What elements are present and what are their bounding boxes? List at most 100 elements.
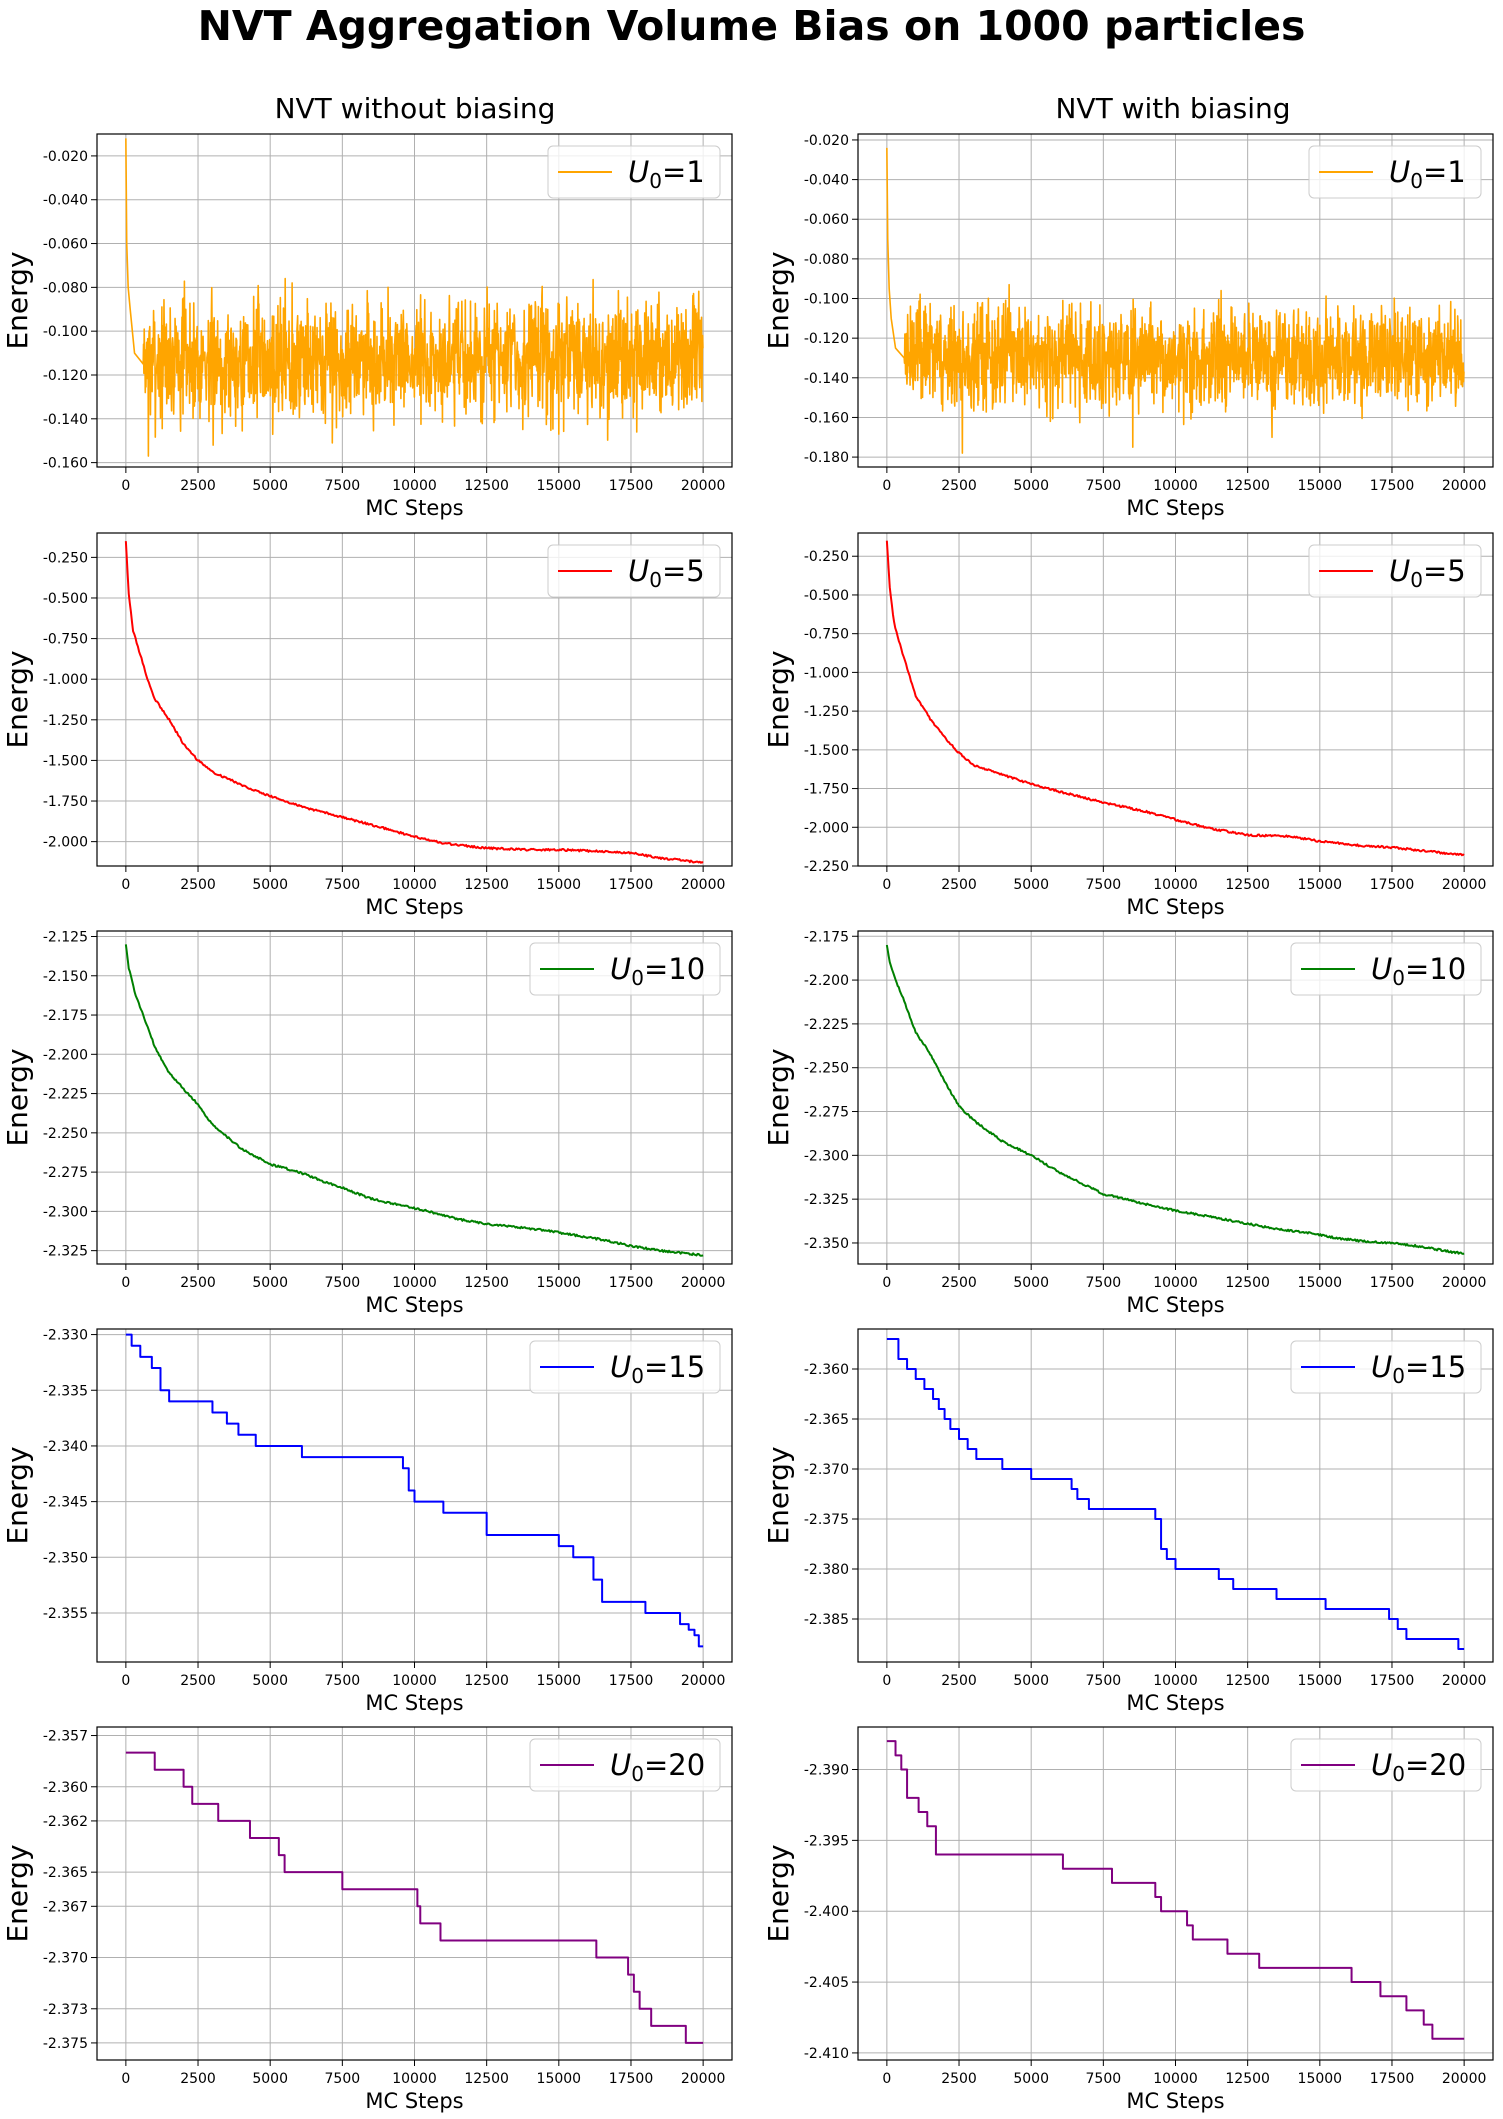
x-axis-label: MC Steps (365, 1691, 463, 1715)
x-tick-label: 2500 (180, 478, 216, 494)
y-tick-label: -2.275 (804, 1105, 849, 1121)
y-tick-label: -2.410 (804, 2046, 849, 2062)
y-tick-label: -0.500 (804, 588, 849, 604)
series-line (886, 1338, 1465, 1650)
x-axis-label: MC Steps (1126, 895, 1224, 919)
y-axis-label: Energy (1, 251, 34, 349)
x-tick-label: 0 (121, 877, 130, 893)
x-tick-label: 10000 (1153, 2071, 1198, 2087)
y-tick-label: -1.750 (43, 794, 88, 810)
x-tick-label: 2500 (180, 877, 216, 893)
legend: U0=10 (1290, 942, 1482, 996)
x-tick-label: 15000 (1298, 1275, 1343, 1291)
x-tick-label: 7500 (325, 2071, 361, 2087)
x-tick-label: 15000 (537, 877, 582, 893)
x-tick-label: 20000 (1442, 877, 1487, 893)
legend: U0=20 (1290, 1738, 1482, 1792)
y-tick-label: -2.175 (43, 1008, 88, 1024)
series-line (885, 540, 1465, 857)
series-line (124, 541, 704, 864)
x-tick-label: 7500 (1086, 2071, 1122, 2087)
y-tick-label: -1.250 (804, 704, 849, 720)
y-tick-label: -2.250 (43, 1126, 88, 1142)
legend-label: U0=20 (1371, 1748, 1466, 1786)
x-tick-label: 10000 (392, 877, 437, 893)
series-line (886, 147, 1465, 454)
legend-box (547, 544, 721, 598)
x-tick-label: 17500 (609, 1673, 654, 1689)
legend-box (529, 1738, 721, 1792)
x-tick-label: 5000 (252, 1673, 288, 1689)
x-tick-label: 5000 (252, 1275, 288, 1291)
x-tick-label: 15000 (1298, 2071, 1343, 2087)
x-tick-label: 12500 (1225, 877, 1270, 893)
x-tick-label: 12500 (464, 478, 509, 494)
legend-label: U0=10 (610, 952, 705, 990)
x-tick-label: 20000 (681, 1275, 726, 1291)
y-tick-label: -2.275 (43, 1165, 88, 1181)
legend-label: U0=1 (628, 155, 705, 193)
y-tick-label: -2.225 (804, 1017, 849, 1033)
legend: U0=1 (547, 145, 721, 199)
x-tick-label: 20000 (1442, 478, 1487, 494)
y-axis-label: Energy (1, 650, 34, 748)
subplot-row2-right: 0 2500 5000 7500 10000 12500 15000 17500 20000 -2… (762, 532, 1494, 919)
x-tick-label: 7500 (1086, 1275, 1122, 1291)
series-line (125, 1751, 704, 2044)
x-axis-label: MC Steps (365, 1293, 463, 1317)
subplot-row3-right: 0 2500 5000 7500 10000 12500 15000 17500 20000 -2… (762, 929, 1494, 1317)
y-tick-label: -2.362 (43, 1814, 88, 1830)
legend-box (1290, 942, 1482, 996)
y-tick-label: -0.020 (804, 133, 849, 149)
x-tick-label: 7500 (1086, 478, 1122, 494)
y-tick-label: -2.357 (43, 1729, 88, 1745)
y-tick-label: -0.020 (43, 149, 88, 165)
y-tick-label: -2.375 (804, 1512, 849, 1528)
x-tick-label: 17500 (1370, 877, 1415, 893)
x-tick-label: 7500 (325, 478, 361, 494)
y-tick-label: -0.040 (43, 193, 88, 209)
y-tick-label: -2.400 (804, 1904, 849, 1920)
x-tick-label: 10000 (1153, 478, 1198, 494)
x-tick-label: 5000 (252, 877, 288, 893)
x-tick-label: 7500 (325, 1673, 361, 1689)
x-axis-label: MC Steps (1126, 2089, 1224, 2113)
y-tick-label: -0.080 (43, 280, 88, 296)
y-tick-label: -2.350 (43, 1550, 88, 1566)
subplot-row1-left: 0 2500 5000 7500 10000 12500 15000 17500 20000 -0… (1, 133, 733, 520)
x-tick-label: 20000 (681, 1673, 726, 1689)
x-tick-label: 2500 (941, 2071, 977, 2087)
y-tick-label: -2.335 (43, 1383, 88, 1399)
y-tick-label: -2.390 (804, 1763, 849, 1779)
x-tick-label: 10000 (1153, 877, 1198, 893)
y-tick-label: -2.325 (43, 1244, 88, 1260)
y-tick-label: -0.750 (804, 627, 849, 643)
legend: U0=15 (529, 1340, 721, 1394)
y-tick-label: -2.345 (43, 1495, 88, 1511)
x-tick-label: 20000 (681, 478, 726, 494)
y-tick-label: -2.000 (43, 835, 88, 851)
x-tick-label: 5000 (1013, 877, 1049, 893)
x-tick-label: 12500 (464, 1673, 509, 1689)
legend: U0=5 (1308, 544, 1482, 598)
x-tick-label: 20000 (1442, 2071, 1487, 2087)
x-tick-label: 17500 (609, 877, 654, 893)
y-tick-label: -2.385 (804, 1612, 849, 1628)
x-tick-label: 5000 (1013, 2071, 1049, 2087)
y-tick-label: -2.300 (804, 1148, 849, 1164)
x-tick-label: 20000 (1442, 1275, 1487, 1291)
y-tick-label: -1.250 (43, 713, 88, 729)
x-tick-label: 2500 (180, 1275, 216, 1291)
x-tick-label: 0 (882, 2071, 891, 2087)
x-tick-label: 15000 (537, 2071, 582, 2087)
column-title-left: NVT without biasing (274, 92, 556, 125)
subplot-row5-left: 0 2500 5000 7500 10000 12500 15000 17500 20000 -2… (1, 1726, 733, 2113)
y-tick-label: -2.355 (43, 1606, 88, 1622)
y-tick-label: -0.160 (804, 410, 849, 426)
y-tick-label: -2.360 (804, 1362, 849, 1378)
legend-label: U0=5 (628, 554, 705, 592)
legend-label: U0=15 (610, 1350, 705, 1388)
x-tick-label: 15000 (1298, 877, 1343, 893)
x-tick-label: 17500 (1370, 1673, 1415, 1689)
x-tick-label: 17500 (609, 2071, 654, 2087)
